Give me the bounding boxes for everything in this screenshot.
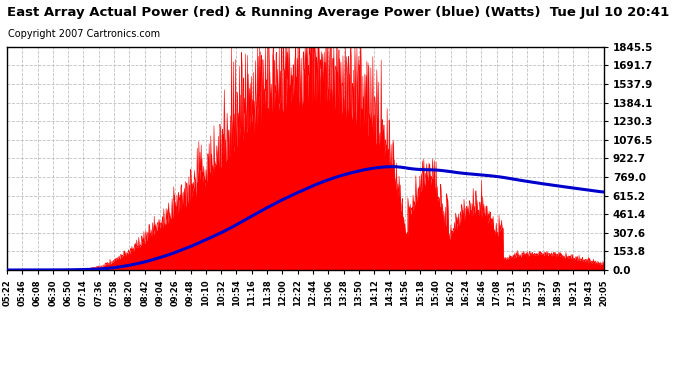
Text: Copyright 2007 Cartronics.com: Copyright 2007 Cartronics.com [8,28,160,39]
Text: East Array Actual Power (red) & Running Average Power (blue) (Watts)  Tue Jul 10: East Array Actual Power (red) & Running … [7,6,669,19]
